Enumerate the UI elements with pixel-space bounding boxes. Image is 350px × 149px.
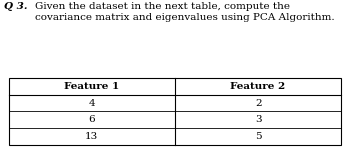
Text: 13: 13 (85, 132, 98, 141)
Text: 6: 6 (89, 115, 95, 124)
Text: Q 3.: Q 3. (4, 2, 28, 11)
Text: 3: 3 (255, 115, 261, 124)
Text: 5: 5 (255, 132, 261, 141)
Bar (9, 78, 341, 145)
Text: 4: 4 (89, 99, 95, 108)
Text: 2: 2 (255, 99, 261, 108)
Text: Feature 2: Feature 2 (231, 82, 286, 91)
Text: Feature 1: Feature 1 (64, 82, 119, 91)
Text: Given the dataset in the next table, compute the covariance matrix and eigenvalu: Given the dataset in the next table, com… (35, 2, 334, 22)
